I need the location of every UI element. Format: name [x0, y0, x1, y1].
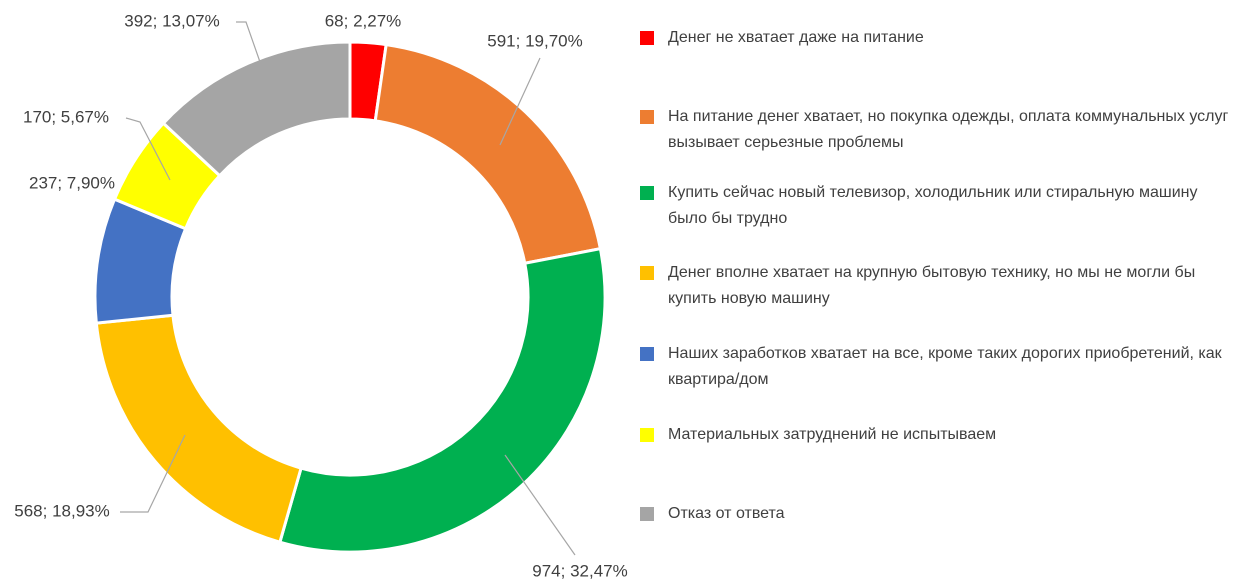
data-label: 568; 18,93% — [14, 501, 109, 520]
legend-label: Наших заработков хватает на все, кроме т… — [668, 345, 1222, 388]
leader-lines — [120, 21, 576, 556]
leader-line — [499, 57, 541, 146]
donut-segment — [94, 313, 303, 545]
data-label: 68; 2,27% — [325, 11, 402, 30]
legend-swatch — [640, 428, 654, 442]
legend-label: Материальных затруднений не испытываем — [668, 426, 997, 443]
legend-swatch — [640, 31, 654, 45]
legend-entry: На питание денег хватает, но покупка оде… — [640, 104, 1240, 156]
donut-segment — [278, 246, 607, 554]
legend-swatch — [640, 110, 654, 124]
data-label: 974; 32,47% — [532, 561, 627, 580]
legend-swatch — [640, 266, 654, 280]
data-label: 170; 5,67% — [23, 107, 109, 126]
data-label: 392; 13,07% — [124, 11, 219, 30]
leader-line — [504, 454, 576, 556]
legend-swatch — [640, 186, 654, 200]
legend-entry: Купить сейчас новый телевизор, холодильн… — [640, 180, 1240, 232]
legend-label: Отказ от ответа — [668, 505, 785, 522]
legend-swatch — [640, 347, 654, 361]
leader-line — [236, 21, 261, 63]
legend-entry: Наших заработков хватает на все, кроме т… — [640, 341, 1240, 393]
legend-label: Денег вполне хватает на крупную бытовую … — [668, 264, 1196, 307]
legend-label: Купить сейчас новый телевизор, холодильн… — [668, 184, 1198, 227]
data-label: 591; 19,70% — [487, 31, 582, 50]
donut-segment — [161, 40, 352, 178]
leader-line — [120, 434, 186, 513]
legend-label: На питание денег хватает, но покупка оде… — [668, 108, 1229, 151]
legend-entry: Денег вполне хватает на крупную бытовую … — [640, 260, 1240, 312]
leader-line — [125, 117, 171, 181]
legend-swatch — [640, 507, 654, 521]
legend-label: Денег не хватает даже на питание — [668, 29, 924, 46]
legend-entry: Денег не хватает даже на питание — [640, 25, 1240, 51]
legend-entry: Материальных затруднений не испытываем — [640, 422, 1240, 448]
data-label: 237; 7,90% — [29, 173, 115, 192]
legend-entry: Отказ от ответа — [640, 501, 1240, 527]
donut-segment — [373, 42, 603, 266]
